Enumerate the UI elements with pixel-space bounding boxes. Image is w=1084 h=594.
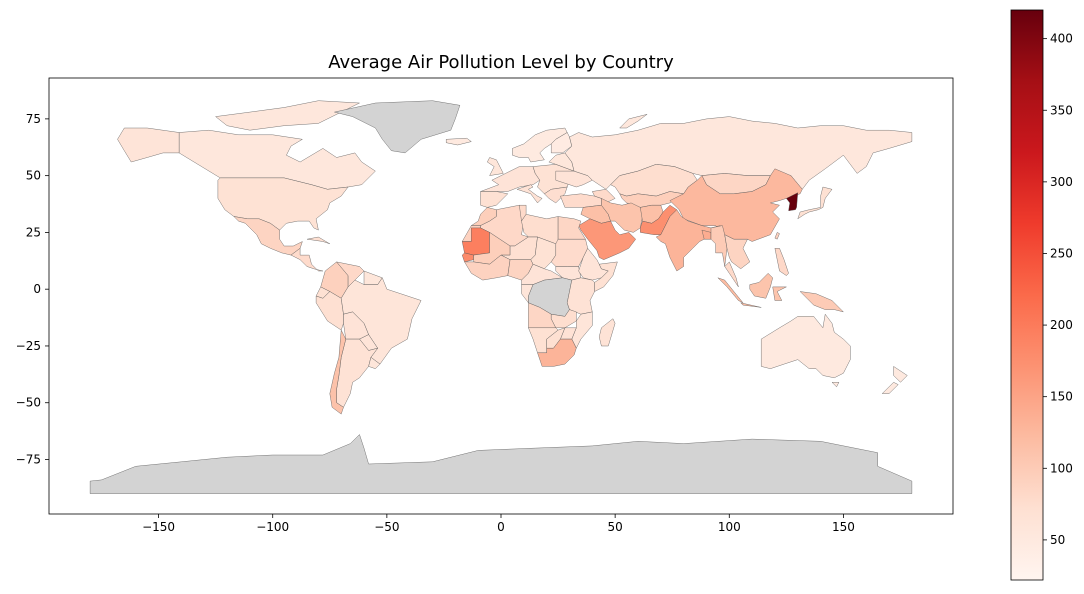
region-greenland: [334, 100, 461, 154]
colorbar: [1010, 9, 1044, 581]
y-tick-label: −50: [16, 396, 41, 410]
colorbar-tick-label: 200: [1050, 318, 1073, 332]
country-regions: [89, 100, 913, 494]
region-myanmar: [710, 225, 728, 267]
y-tick-label: 0: [33, 282, 41, 296]
region-iceland: [446, 137, 472, 146]
region-central-asia: [619, 191, 684, 208]
region-central-america: [290, 248, 324, 272]
region-australia: [761, 314, 851, 378]
x-tick-label: −50: [374, 520, 399, 534]
region-south-africa: [537, 338, 577, 367]
region-novaya-zemlya: [619, 114, 648, 129]
region-italy: [516, 184, 543, 204]
region-madagascar: [599, 318, 616, 347]
x-tick-label: −100: [256, 520, 289, 534]
region-japan: [797, 186, 833, 220]
region-iran: [601, 198, 643, 233]
colorbar-tick-label: 100: [1050, 461, 1073, 475]
region-saudi-arabian-peninsula: [578, 218, 636, 260]
map-title: Average Air Pollution Level by Country: [328, 52, 674, 73]
x-tick-label: −150: [142, 520, 175, 534]
colorbar-tick-label: 300: [1050, 175, 1073, 189]
y-tick-label: 75: [26, 112, 41, 126]
region-new-zealand: [893, 366, 908, 383]
region-uruguay: [368, 357, 381, 369]
region-sumatra: [717, 277, 744, 303]
region-new-zealand-south: [882, 382, 899, 394]
colorbar-tick-label: 250: [1050, 246, 1073, 260]
y-tick-label: 50: [26, 169, 41, 183]
region-antarctica: [89, 434, 913, 494]
region-united-kingdom: [487, 157, 504, 176]
colorbar-ticks: 50 100 150 200 250 300 350 400: [1043, 32, 1073, 547]
axis-ticks: −150 −100 −50 0 50 100 150 75 50 25 0 −25 −50 −75: [16, 112, 855, 534]
x-tick-label: 100: [718, 520, 741, 534]
colorbar-tick-label: 350: [1050, 103, 1073, 117]
region-iberia: [480, 191, 508, 208]
region-philippines: [774, 248, 789, 276]
region-indochina: [724, 234, 750, 269]
region-tasmania: [831, 382, 840, 387]
y-tick-label: −25: [16, 339, 41, 353]
region-sulawesi: [772, 286, 787, 301]
x-tick-label: 0: [497, 520, 505, 534]
region-new-guinea: [799, 291, 844, 313]
region-caucasus: [592, 189, 616, 204]
region-java: [740, 302, 762, 308]
region-east-africa: [567, 277, 595, 315]
x-tick-label: 150: [832, 520, 855, 534]
region-chile: [329, 329, 346, 415]
colorbar-tick-label: 400: [1050, 32, 1073, 46]
colorbar-tick-label: 150: [1050, 390, 1073, 404]
region-canadian-arctic-islands: [215, 100, 360, 131]
region-finland: [551, 132, 572, 154]
region-korean-peninsula: [786, 192, 798, 212]
region-alaska: [117, 127, 180, 163]
region-malay-peninsula: [724, 261, 739, 288]
region-cuba: [306, 236, 330, 245]
region-borneo: [749, 273, 773, 299]
y-tick-label: −75: [16, 453, 41, 467]
region-taiwan: [774, 232, 780, 240]
region-gabon-and-congo: [521, 284, 534, 303]
x-tick-label: 50: [608, 520, 623, 534]
y-tick-label: 25: [26, 225, 41, 239]
colorbar-tick-label: 50: [1050, 533, 1065, 547]
